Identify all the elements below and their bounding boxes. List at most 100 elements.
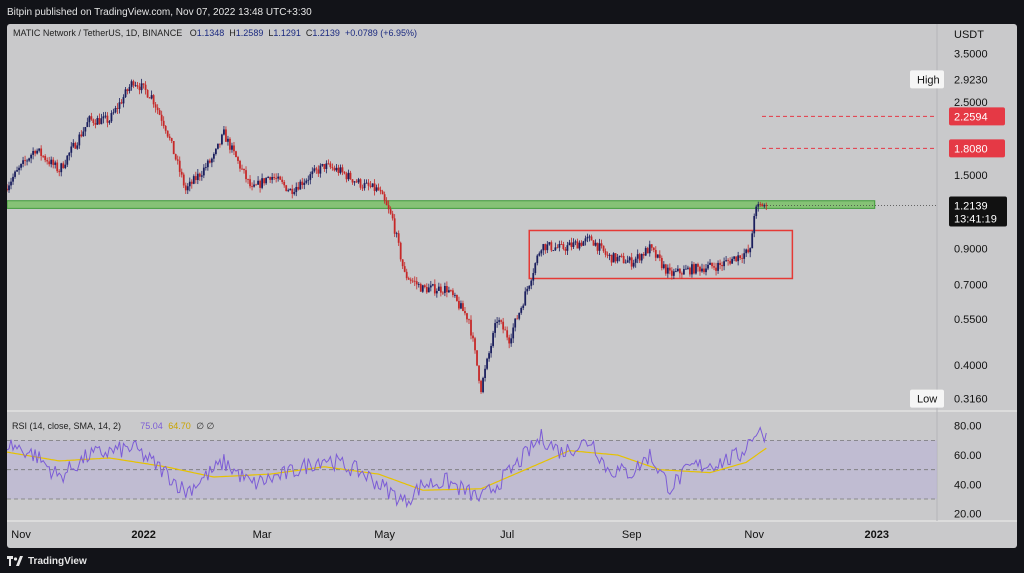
- price-tag-value: 1.8080: [954, 143, 988, 155]
- chart-svg[interactable]: RSI (14, close, SMA, 14, 2) 75.04 64.70 ∅ ∅…: [7, 24, 1017, 548]
- candle-body: [528, 285, 531, 289]
- candle-body: [124, 89, 127, 98]
- candle-body: [731, 258, 734, 264]
- candle-body: [231, 145, 233, 150]
- candle-body: [363, 183, 366, 189]
- price-tick-label: 1.5000: [954, 170, 988, 182]
- candle-body: [431, 284, 434, 286]
- candle-body: [502, 321, 505, 330]
- candles-layer: [7, 78, 768, 394]
- candle-body: [134, 85, 137, 87]
- candle-body: [317, 169, 320, 174]
- candle-body: [687, 267, 689, 269]
- candle-body: [622, 255, 625, 264]
- candle-body: [743, 253, 746, 259]
- candle-body: [462, 303, 464, 312]
- open-value: 1.1348: [196, 28, 225, 38]
- candle-body: [405, 271, 408, 279]
- candle-body: [255, 184, 257, 186]
- candle-body: [361, 187, 364, 189]
- price-tick-label: 2.5000: [954, 97, 988, 109]
- candle-body: [32, 150, 35, 155]
- candle-body: [70, 146, 73, 153]
- candle-body: [335, 167, 338, 171]
- candle-body: [166, 130, 169, 137]
- candle-body: [327, 163, 330, 165]
- candle-body: [142, 83, 145, 85]
- candle-body: [116, 108, 119, 109]
- candle-body: [604, 251, 607, 255]
- candle-body: [685, 268, 687, 270]
- candle-body: [62, 163, 65, 169]
- candle-body: [221, 134, 223, 145]
- rsi-tick-label: 60.00: [954, 450, 982, 462]
- symbol-name: MATIC Network / TetherUS, 1D, BINANCE: [13, 28, 183, 38]
- candle-body: [269, 177, 272, 180]
- candle-body: [214, 148, 217, 154]
- candle-body: [763, 205, 766, 207]
- candle-body: [466, 313, 468, 320]
- candle-body: [271, 176, 274, 180]
- candle-body: [490, 345, 492, 354]
- candle-body: [78, 134, 81, 146]
- candle-body: [492, 332, 494, 346]
- candle-body: [518, 312, 521, 319]
- time-tick-label: May: [374, 529, 395, 541]
- candle-body: [664, 264, 667, 274]
- price-tick-label: 0.7000: [954, 280, 988, 292]
- candle-body: [26, 160, 28, 162]
- candle-body: [683, 269, 685, 275]
- candle-body: [329, 163, 332, 168]
- candle-body: [514, 318, 517, 328]
- candle-body: [693, 264, 695, 274]
- candle-body: [516, 318, 519, 320]
- candle-body: [654, 249, 657, 258]
- candle-body: [295, 186, 298, 193]
- candle-body: [309, 174, 312, 180]
- extreme-label-value: 2.9230: [954, 74, 988, 86]
- high-label: H: [229, 28, 236, 38]
- candle-body: [261, 178, 263, 188]
- candle-body: [556, 247, 559, 249]
- candle-body: [592, 240, 595, 246]
- candle-body: [674, 271, 677, 272]
- rsi-legend-rsi-value: 75.04: [140, 421, 163, 431]
- candle-body: [112, 112, 115, 114]
- candle-body: [524, 291, 527, 306]
- candle-body: [60, 163, 63, 173]
- candle-body: [596, 242, 599, 251]
- candle-body: [223, 129, 225, 135]
- candle-body: [337, 167, 340, 173]
- candle-body: [16, 170, 18, 172]
- candle-body: [202, 167, 205, 176]
- candle-body: [496, 321, 499, 324]
- candle-body: [349, 172, 352, 180]
- candle-body: [307, 179, 310, 181]
- candle-body: [293, 192, 296, 194]
- candle-body: [570, 242, 573, 247]
- candle-body: [520, 307, 523, 313]
- candle-body: [464, 311, 466, 314]
- low-value: 1.1291: [273, 28, 301, 38]
- candle-body: [188, 181, 191, 187]
- candle-body: [365, 182, 368, 184]
- candle-body: [28, 158, 30, 161]
- chart-panel[interactable]: RSI (14, close, SMA, 14, 2) 75.04 64.70 ∅ ∅…: [7, 24, 1017, 548]
- rsi-tick-label: 40.00: [954, 479, 982, 491]
- candle-body: [761, 204, 764, 207]
- candle-body: [689, 267, 691, 275]
- candle-body: [180, 171, 183, 175]
- extreme-label-value: 0.3160: [954, 394, 988, 406]
- candle-body: [172, 141, 175, 155]
- candle-body: [22, 160, 24, 164]
- candle-body: [367, 182, 370, 186]
- candle-body: [448, 290, 450, 293]
- time-tick-label: Jul: [500, 529, 514, 541]
- tradingview-footer[interactable]: TradingView: [7, 554, 87, 568]
- candle-body: [229, 138, 231, 150]
- candle-body: [168, 136, 171, 139]
- candle-body: [190, 181, 193, 184]
- candle-body: [670, 270, 673, 276]
- candle-body: [148, 97, 151, 99]
- candle-body: [478, 365, 480, 381]
